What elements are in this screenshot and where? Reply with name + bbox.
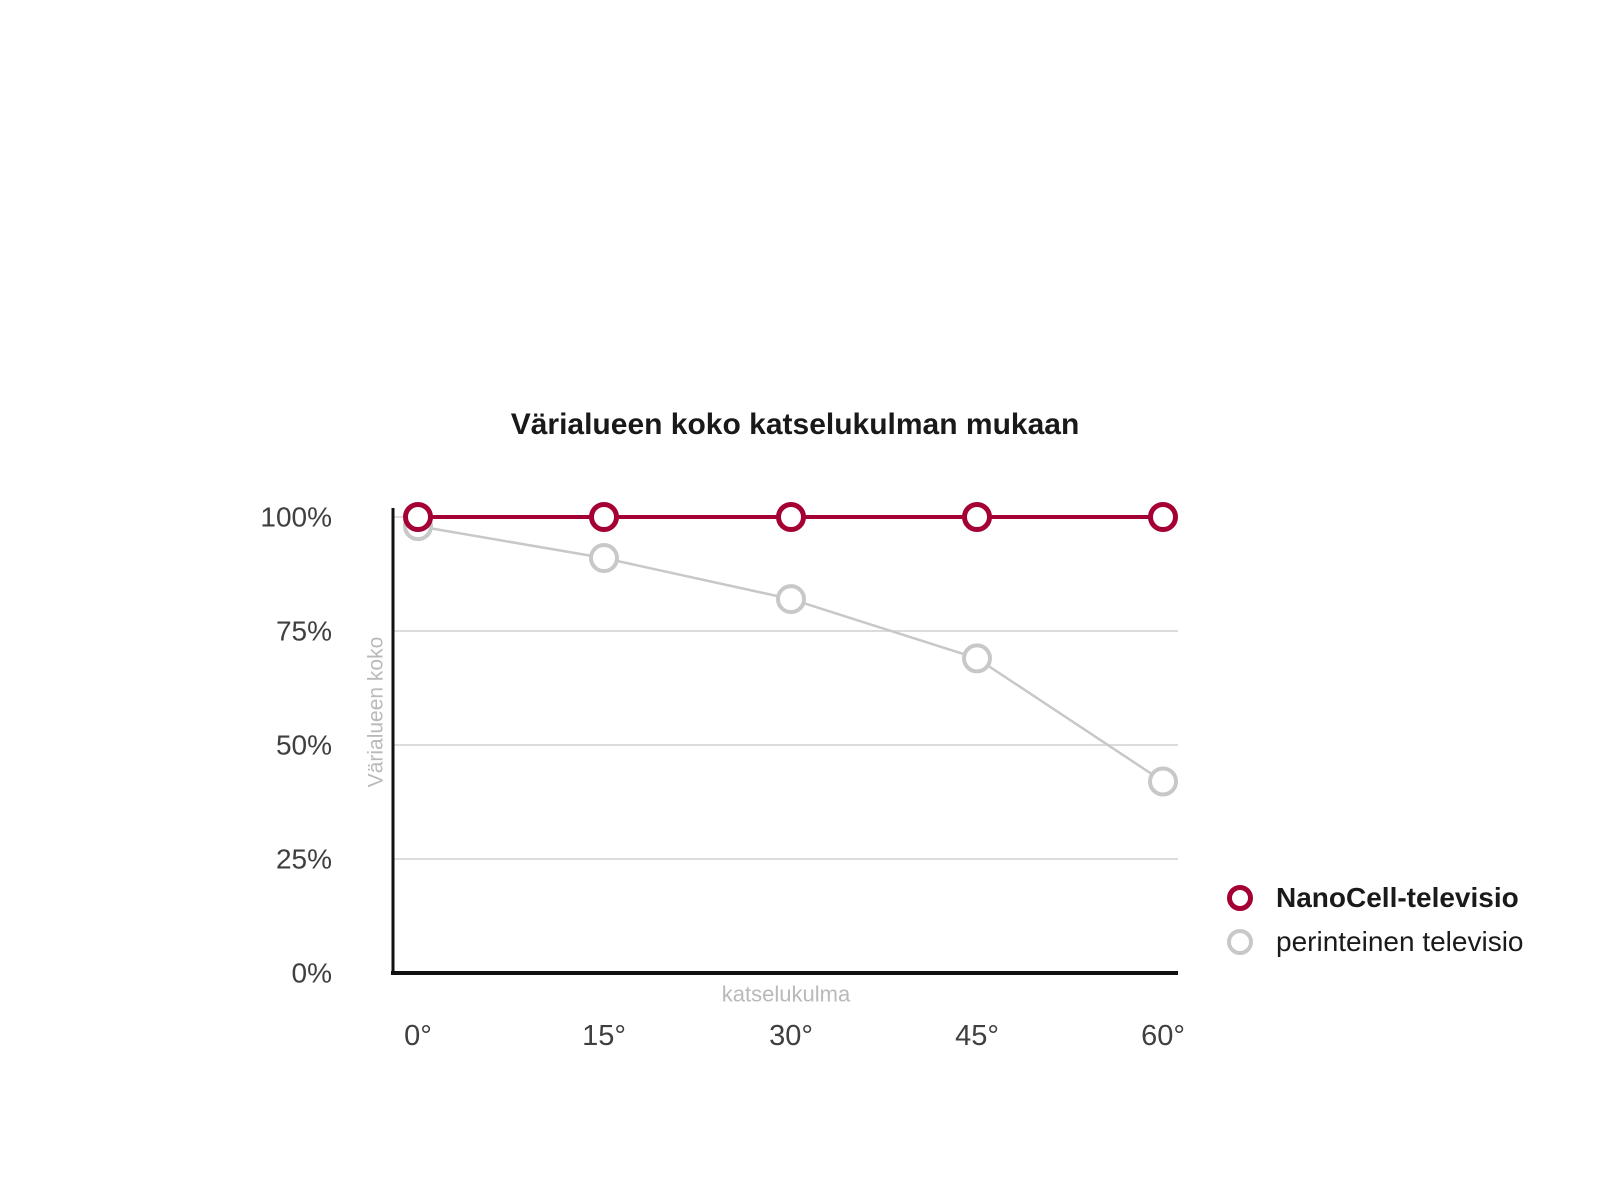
data-series <box>403 502 1178 797</box>
legend-item-conventional: perinteinen televisio <box>1226 926 1524 958</box>
x-tick-label-2: 30° <box>769 1020 813 1052</box>
marker-nanocell-0 <box>403 502 433 532</box>
legend: NanoCell-televisio perinteinen televisio <box>1226 882 1524 958</box>
y-tick-label-100: 100% <box>260 502 332 533</box>
conventional-ring-icon <box>1227 929 1253 955</box>
legend-item-label: perinteinen televisio <box>1276 926 1524 957</box>
marker-conventional-3 <box>962 643 992 674</box>
marker-nanocell-2 <box>776 502 806 532</box>
y-axis-title: Värialueen koko <box>365 637 388 788</box>
y-tick-label-75: 75% <box>276 616 332 647</box>
x-axis-title: katselukulma <box>722 982 851 1007</box>
x-tick-label-1: 15° <box>582 1020 626 1052</box>
marker-conventional-2 <box>776 584 806 615</box>
x-tick-labels: 0° 15° 30° 45° 60° <box>404 1020 1185 1052</box>
nanocell-ring-icon <box>1227 885 1253 911</box>
chart-title: Värialueen koko katselukulman mukaan <box>510 408 1080 441</box>
marker-nanocell-3 <box>962 502 992 532</box>
series-line-conventional <box>417 524 1164 783</box>
marker-conventional-1 <box>589 543 619 574</box>
x-tick-label-4: 60° <box>1141 1020 1185 1052</box>
marker-nanocell-1 <box>589 502 619 532</box>
legend-item-label: NanoCell-televisio <box>1276 882 1519 913</box>
legend-item-nanocell: NanoCell-televisio <box>1226 882 1524 914</box>
y-tick-label-50: 50% <box>276 730 332 761</box>
axes <box>391 508 1178 975</box>
y-tick-label-25: 25% <box>276 844 332 875</box>
marker-nanocell-4 <box>1148 502 1178 532</box>
marker-conventional-4 <box>1148 766 1178 797</box>
x-tick-label-3: 45° <box>955 1020 999 1052</box>
y-tick-label-0: 0% <box>292 958 332 989</box>
x-tick-label-0: 0° <box>404 1020 432 1052</box>
gridlines <box>393 516 1178 860</box>
y-tick-labels: 100% 75% 50% 25% 0% <box>260 502 332 989</box>
